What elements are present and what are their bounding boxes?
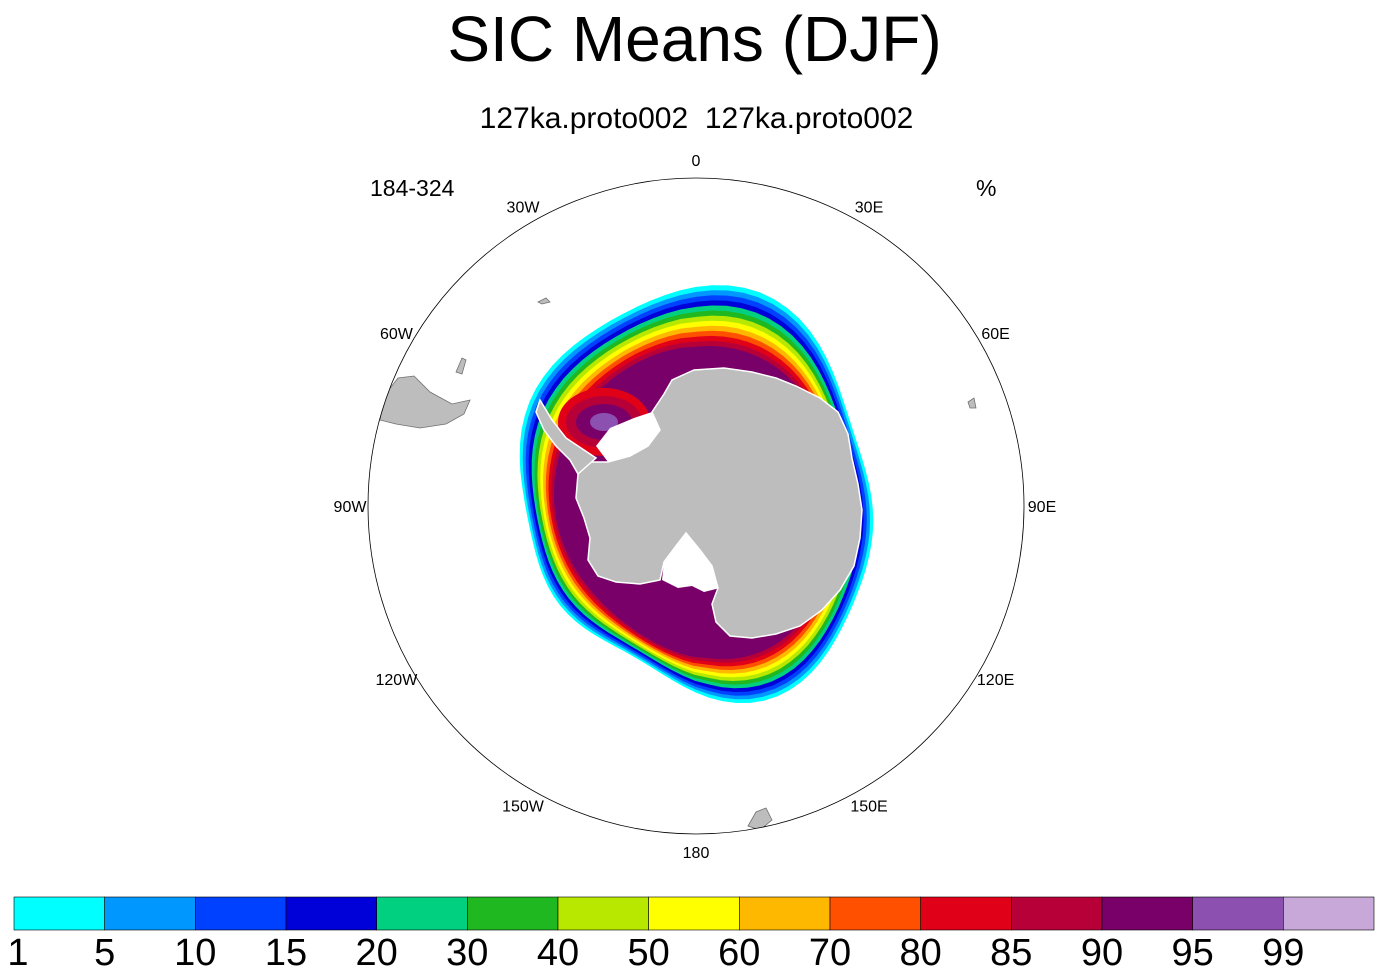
longitude-label: 120W: [376, 672, 419, 689]
longitude-label: 60E: [981, 326, 1009, 343]
units-label: %: [976, 175, 997, 201]
longitude-labels: 0 30E 60E 90E 120E 150E 180 150W 120W 90W 60W 30W: [334, 153, 1057, 862]
colorbar-tick-label: 15: [264, 932, 308, 974]
longitude-label: 0: [692, 153, 701, 170]
colorbar-tick-label: 99: [1262, 932, 1305, 974]
colorbar-box: [376, 896, 468, 931]
colorbar-box: [557, 896, 649, 931]
colorbar: [13, 896, 1375, 931]
weddell-ice-patch: [590, 413, 618, 431]
land-layer: [379, 297, 977, 831]
chart-title: SIC Means (DJF): [447, 3, 942, 75]
colorbar-tick-label: 85: [990, 932, 1033, 974]
colorbar-tick-label: 90: [1080, 932, 1124, 974]
colorbar-tick-label: 60: [718, 932, 761, 974]
longitude-label: 30W: [507, 199, 541, 216]
colorbar-tick-label: 20: [355, 932, 398, 974]
left-string: 184-324: [370, 175, 455, 201]
longitude-label: 90W: [334, 499, 368, 516]
colorbar-box: [829, 896, 921, 931]
new-zealand-island: [747, 807, 773, 831]
map-perimeter: [367, 177, 1025, 835]
colorbar-tick-label: 5: [94, 932, 116, 974]
colorbar-box: [920, 896, 1012, 931]
colorbar-tick-label: 50: [627, 932, 670, 974]
longitude-label: 180: [683, 845, 710, 862]
colorbar-box: [467, 896, 559, 931]
colorbar-box: [13, 896, 105, 931]
ice-shelf-weddell: [596, 412, 660, 462]
colorbar-box: [1283, 896, 1375, 931]
south-georgia-island: [455, 357, 467, 375]
colorbar-box: [1192, 896, 1284, 931]
colorbar-box: [1101, 896, 1193, 931]
colorbar-tick-label: 30: [446, 932, 489, 974]
antarctica-land: [575, 367, 863, 639]
longitude-label: 150W: [502, 799, 545, 816]
colorbar-box: [739, 896, 831, 931]
south-america-land: [379, 375, 471, 429]
colorbar-box: [648, 896, 740, 931]
longitude-label: 60W: [380, 326, 414, 343]
kerguelen-island: [967, 397, 977, 409]
colorbar-tick-label: 10: [174, 932, 217, 974]
colorbar-tick-label: 40: [536, 932, 580, 974]
longitude-label: 150E: [850, 799, 887, 816]
longitude-label: 90E: [1028, 499, 1056, 516]
colorbar-box: [104, 896, 196, 931]
colorbar-box: [195, 896, 287, 931]
colorbar-box: [285, 896, 377, 931]
chart-subtitle: 127ka.proto002 127ka.proto002: [479, 102, 914, 135]
colorbar-box: [1011, 896, 1103, 931]
antarctic-peninsula: [535, 398, 598, 476]
colorbar-tick-label: 95: [1171, 932, 1214, 974]
colorbar-tick-label: 80: [899, 932, 942, 974]
longitude-label: 120E: [977, 672, 1014, 689]
colorbar-tick-label: 70: [808, 932, 852, 974]
longitude-label: 30E: [855, 199, 883, 216]
colorbar-tick-label: 1: [7, 932, 29, 974]
ice-shelf-ross: [662, 533, 720, 592]
colorbar-labels: 1 5 10 15 20 30 40 50 60 70 80 85 90 95 99: [0, 930, 1383, 976]
south-orkney-island: [537, 297, 551, 305]
